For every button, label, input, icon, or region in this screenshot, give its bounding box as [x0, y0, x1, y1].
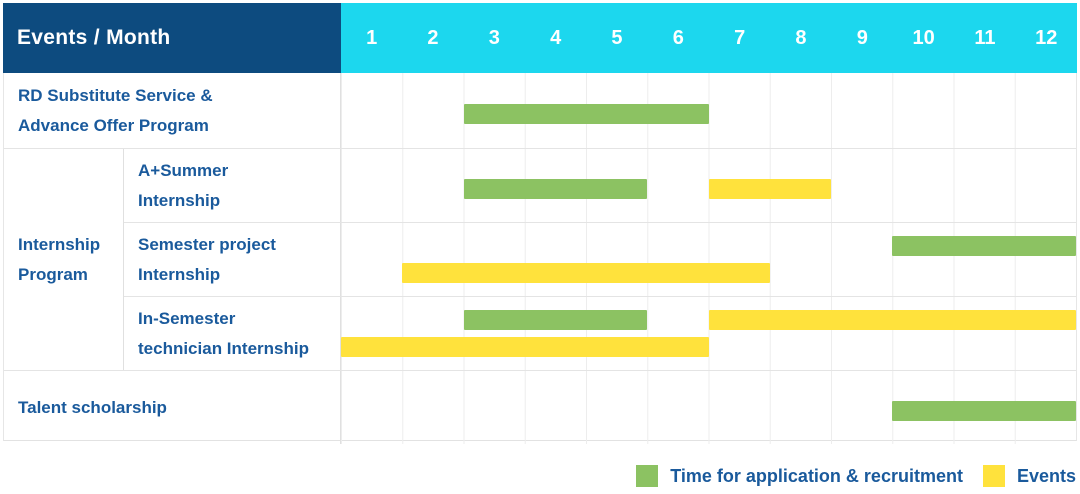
row-label-line: Internship	[138, 264, 221, 284]
timeline-talent-scholarship	[341, 371, 1076, 444]
table-row: Semester project Internship	[124, 222, 1076, 296]
gantt-bar-yellow	[341, 337, 709, 357]
month-header-cell-12: 12	[1035, 26, 1058, 49]
legend-label-events: Events	[1016, 465, 1076, 486]
row-label-rd-substitute: RD Substitute Service & Advance Offer Pr…	[4, 73, 341, 148]
row-label-semester-project: Semester project Internship	[124, 223, 341, 296]
row-label-line: Semester project	[138, 234, 276, 254]
table-row: Talent scholarship	[4, 370, 1076, 444]
legend: Time for application & recruitment Event…	[636, 463, 1076, 489]
month-header-cell-4: 4	[550, 26, 562, 49]
gantt-bar-green	[892, 400, 1076, 421]
gantt-bar-green	[892, 236, 1076, 256]
month-header-cell-5: 5	[611, 26, 623, 49]
row-label-in-semester-technician: In-Semester technician Internship	[124, 297, 341, 370]
month-header-cell-8: 8	[795, 26, 807, 49]
row-label-talent-scholarship: Talent scholarship	[4, 371, 341, 444]
gantt-bar-yellow	[708, 178, 831, 199]
gantt-bar-yellow	[708, 310, 1076, 330]
row-label-line: Advance Offer Program	[18, 115, 209, 135]
legend-label-application-recruitment: Time for application & recruitment	[670, 465, 963, 486]
table-row: A+Summer Internship	[124, 149, 1076, 222]
month-header-cell-7: 7	[734, 26, 746, 49]
table-header-row: Events / Month 1 2 3 4 5 6 7 8 9 10 11 1…	[3, 3, 1077, 73]
table-row: In-Semester technician Internship	[124, 296, 1076, 370]
row-label-line: Talent scholarship	[18, 397, 167, 417]
group-label-line: Program	[18, 264, 88, 284]
row-label-line: A+Summer	[138, 160, 229, 180]
group-label-internship-program: Internship Program	[4, 149, 124, 370]
gantt-bar-green	[463, 178, 648, 199]
gantt-bar-green	[463, 103, 709, 124]
row-label-a-plus-summer: A+Summer Internship	[124, 149, 341, 222]
row-label-line: RD Substitute Service &	[18, 85, 213, 105]
table-row: RD Substitute Service & Advance Offer Pr…	[4, 73, 1076, 148]
month-header-strip: 1 2 3 4 5 6 7 8 9 10 11 12	[341, 3, 1077, 73]
month-header-cell-11: 11	[974, 26, 996, 49]
gantt-bar-yellow	[402, 263, 770, 283]
row-label-line: In-Semester	[138, 308, 236, 328]
row-label-line: technician Internship	[138, 338, 309, 358]
legend-swatch-yellow	[982, 465, 1005, 487]
internship-sub-rows: A+Summer Internship Semester project Int…	[124, 149, 1076, 370]
events-month-header-cell: Events / Month	[3, 3, 341, 73]
month-header-cell-1: 1	[366, 26, 378, 49]
month-header-cell-2: 2	[427, 26, 439, 49]
row-label-line: Internship	[138, 190, 221, 210]
group-label-line: Internship	[18, 234, 101, 254]
month-header-cell-3: 3	[488, 26, 500, 49]
month-header-cell-9: 9	[856, 26, 868, 49]
timeline-rd-substitute	[341, 73, 1076, 148]
gantt-table: Events / Month 1 2 3 4 5 6 7 8 9 10 11 1…	[3, 3, 1077, 444]
timeline-in-semester-technician	[341, 297, 1076, 370]
month-header-cell-10: 10	[912, 26, 935, 49]
internship-program-section: Internship Program A+Summer Internship S…	[4, 148, 1076, 370]
legend-swatch-green	[636, 465, 659, 487]
timeline-semester-project	[341, 223, 1076, 296]
gantt-bar-green	[463, 310, 648, 330]
month-header-cell-6: 6	[672, 26, 684, 49]
events-month-header-label: Events / Month	[17, 26, 171, 49]
timeline-a-plus-summer	[341, 149, 1076, 222]
